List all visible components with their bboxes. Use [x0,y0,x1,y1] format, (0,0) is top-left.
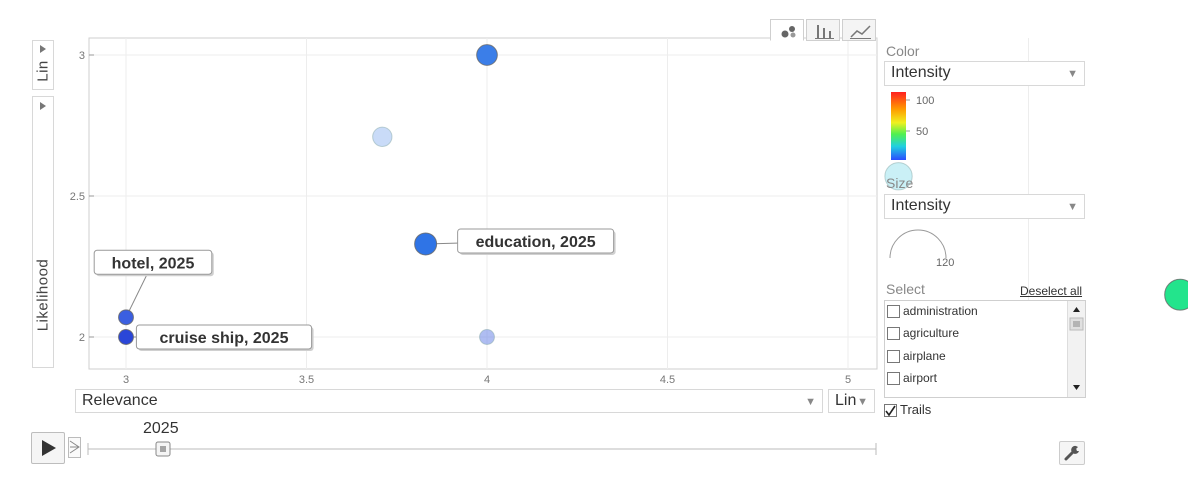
bubble-point [476,44,498,66]
line-chart-button[interactable] [842,19,876,41]
color-select[interactable]: Intensity ▼ [884,61,1085,86]
trails-check-icon [884,404,897,418]
list-item-label: airport [903,371,938,385]
time-slider[interactable] [85,438,880,460]
time-label: 2025 [143,420,179,437]
label-box [135,324,313,350]
size-legend: 120 [889,229,954,269]
list-item-label: agriculture [903,326,960,340]
bubble-point [118,329,134,345]
x-scale-label: Lin [835,392,857,409]
bubble-point [414,232,438,256]
bubble-point [372,126,393,147]
chevron-down-icon: ▼ [1067,68,1078,80]
chevron-down-icon: ▼ [857,396,868,408]
list-item[interactable]: airport [887,369,937,387]
y-tick-label: 2 [79,332,85,344]
label-box [93,249,213,275]
list-item-label: administration [903,304,978,318]
y-tick-label: 3 [79,50,85,62]
bubble-point [884,162,913,191]
color-legend-tick-max: 100 [916,95,934,107]
x-axis-select-label: Relevance [82,392,158,409]
bubble-label-text: education, 2025 [476,234,596,251]
x-tick-label: 4.5 [660,374,675,386]
scroll-up-icon [1073,307,1080,312]
list-item[interactable]: agriculture [887,324,959,342]
deselect-all-link[interactable]: Deselect all [1020,284,1083,298]
step-icon[interactable] [68,437,88,459]
line-chart-icon [850,25,871,39]
bar-chart-button[interactable] [806,19,840,41]
bubble-chart-icon [781,26,796,38]
bubble-point [1164,278,1188,311]
x-tick-label: 3.5 [299,374,314,386]
checkbox[interactable] [887,372,900,386]
play-button[interactable] [31,432,65,464]
y-axis-selector[interactable]: Likelihood [32,96,54,368]
x-axis-select[interactable]: Relevance ▼ [75,389,823,413]
color-label: Color [886,43,920,59]
trails-checkbox[interactable]: Trails [884,402,931,418]
label-box [457,228,615,254]
scroll-down-icon [1073,385,1080,390]
size-select-label: Intensity [891,197,951,214]
bubble-label-text: hotel, 2025 [112,255,195,272]
list-item[interactable]: administration [887,302,978,320]
bubble-point [479,329,495,345]
size-select[interactable]: Intensity ▼ [884,194,1085,219]
size-label: Size [886,175,914,191]
trails-label: Trails [900,402,932,417]
wrench-icon [1064,445,1079,461]
bubble-label-text: cruise ship, 2025 [160,330,289,347]
color-select-label: Intensity [891,64,951,81]
chevron-down-icon: ▼ [805,396,816,408]
x-scale-select[interactable]: Lin ▼ [828,389,875,413]
checkbox[interactable] [887,327,900,341]
bubble-label: education, 2025 [457,228,616,255]
y-tick-label: 2.5 [70,191,85,203]
bubble-chart-button[interactable] [770,19,804,41]
settings-button[interactable] [1059,441,1085,465]
list-item-label: airplane [903,349,946,363]
chevron-down-icon: ▼ [1067,201,1078,213]
checkbox[interactable] [887,350,900,364]
x-tick-label: 5 [845,374,851,386]
bar-chart-icon [815,25,834,39]
y-scale-toggle[interactable]: Lin [32,40,54,90]
x-tick-label: 4 [484,374,490,386]
color-legend-tick-mid: 50 [916,126,928,138]
scrollbar-controls [1069,307,1084,390]
size-legend-value: 120 [936,257,954,269]
checkbox[interactable] [887,305,900,319]
play-icon [42,440,56,456]
x-tick-label: 3 [123,374,129,386]
list-item[interactable]: airplane [887,347,946,365]
select-label: Select [886,281,925,297]
bubble-label: hotel, 2025 [93,249,214,277]
bubbles [118,44,1188,345]
select-list[interactable]: administration agriculture airplane airp… [884,300,1086,398]
bubble-label: cruise ship, 2025 [135,324,314,351]
bubble-point [118,309,134,326]
list-scrollbar[interactable] [1067,301,1085,397]
color-legend: 100 50 [891,92,934,160]
